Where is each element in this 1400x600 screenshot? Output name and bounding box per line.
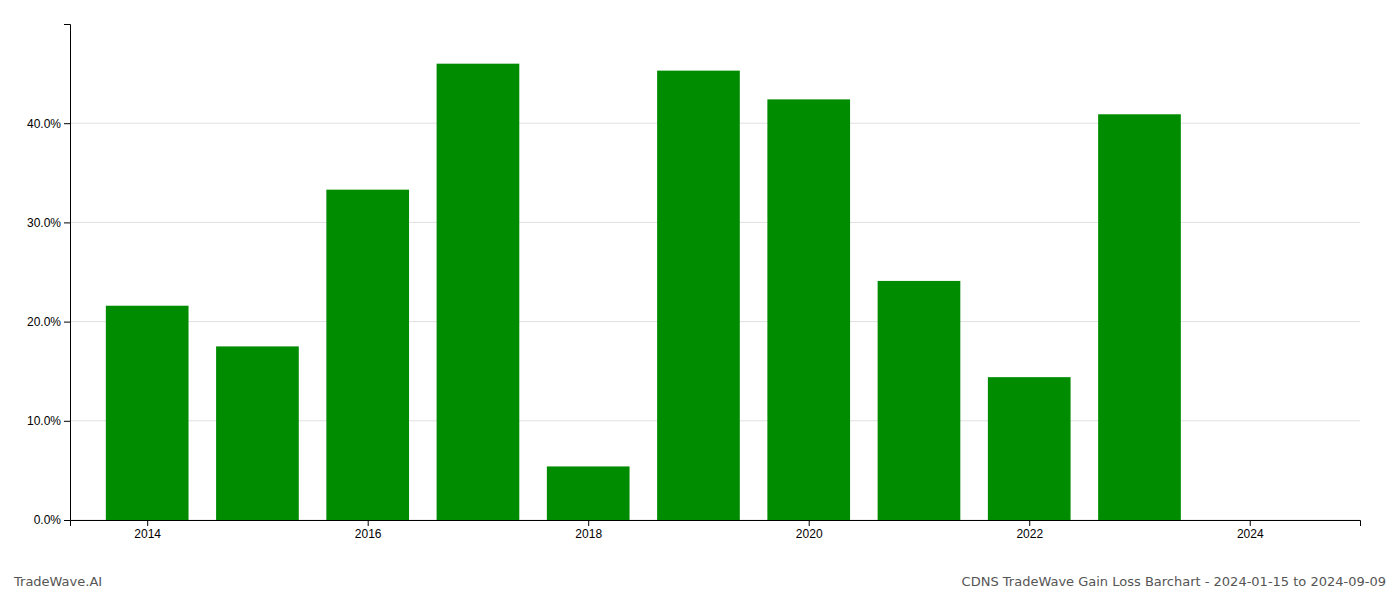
x-tick: 2016 <box>355 520 382 541</box>
y-tick: 0.0% <box>34 513 70 527</box>
x-tick-label: 2014 <box>134 527 161 541</box>
x-tick-label: 2020 <box>796 527 823 541</box>
x-tick-label: 2024 <box>1237 527 1264 541</box>
x-tick-mark <box>147 520 148 526</box>
x-tick-mark <box>588 520 589 526</box>
bar <box>216 346 299 520</box>
bar <box>657 71 740 520</box>
x-tick-label: 2022 <box>1016 527 1043 541</box>
y-tick: 30.0% <box>27 216 70 230</box>
y-tick: 40.0% <box>27 117 70 131</box>
bar <box>988 377 1071 520</box>
chart: 0.0% 10.0% 20.0% 30.0% 40.0% 2014 2016 2018 2020… <box>0 0 1400 600</box>
bar <box>767 99 850 520</box>
bar <box>547 466 630 520</box>
x-axis-line <box>71 521 1361 527</box>
y-axis-line <box>64 25 71 521</box>
title: CDNS TradeWave Gain Loss Barchart - 2024… <box>962 574 1386 589</box>
x-tick-label: 2018 <box>575 527 602 541</box>
x-tick-label: 2016 <box>355 527 382 541</box>
y-tick: 10.0% <box>27 414 70 428</box>
x-tick: 2020 <box>796 520 823 541</box>
bars <box>106 64 1181 520</box>
bar <box>1098 114 1181 520</box>
x-tick: 2024 <box>1237 520 1264 541</box>
y-tick-label: 20.0% <box>27 315 61 329</box>
x-tick: 2014 <box>134 520 161 541</box>
x-tick: 2022 <box>1016 520 1043 541</box>
x-tick-mark <box>809 520 810 526</box>
bar <box>437 64 520 520</box>
footer: TradeWave.AI CDNS TradeWave Gain Loss Bar… <box>13 574 1386 589</box>
y-tick-label: 10.0% <box>27 414 61 428</box>
x-tick: 2018 <box>575 520 602 541</box>
y-tick: 20.0% <box>27 315 70 329</box>
y-tick-mark <box>64 322 70 323</box>
x-axis: 2014 2016 2018 2020 2022 2024 <box>71 520 1361 541</box>
y-axis: 0.0% 10.0% 20.0% 30.0% 40.0% <box>27 25 71 528</box>
bar <box>878 281 961 520</box>
bar <box>326 190 409 520</box>
y-tick-label: 40.0% <box>27 117 61 131</box>
plot: 0.0% 10.0% 20.0% 30.0% 40.0% 2014 2016 2018 2020… <box>27 25 1361 541</box>
y-tick-label: 0.0% <box>34 513 62 527</box>
bar <box>106 306 189 520</box>
y-tick-label: 30.0% <box>27 216 61 230</box>
x-tick-mark <box>1250 520 1251 526</box>
y-tick-mark <box>64 222 70 223</box>
watermark: TradeWave.AI <box>13 574 102 589</box>
x-tick-mark <box>1029 520 1030 526</box>
y-tick-mark <box>64 123 70 124</box>
y-tick-mark <box>64 520 70 521</box>
x-tick-mark <box>368 520 369 526</box>
y-tick-mark <box>64 421 70 422</box>
